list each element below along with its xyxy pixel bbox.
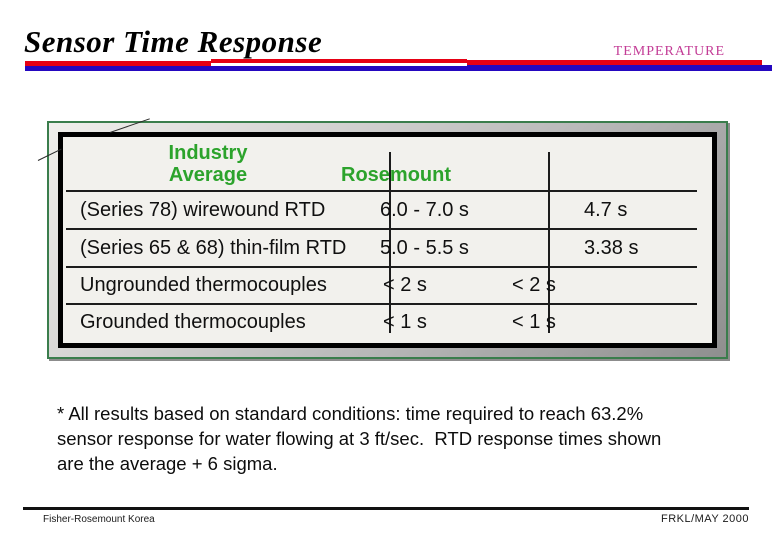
- row-label: Ungrounded thermocouples: [80, 274, 327, 296]
- footer-divider: [23, 507, 749, 510]
- table-grid-hline: [66, 190, 697, 192]
- row-label: (Series 78) wirewound RTD: [80, 199, 326, 221]
- accent-bar-red-left: [25, 61, 211, 66]
- rosemount-value: < 2 s: [512, 274, 556, 296]
- table-grid-vline: [389, 152, 391, 333]
- row-label: Grounded thermocouples: [80, 311, 306, 333]
- industry-average-value: < 1 s: [383, 311, 427, 333]
- footnote: * All results based on standard conditio…: [57, 401, 661, 476]
- row-label: (Series 65 & 68) thin-film RTD: [80, 237, 347, 259]
- rosemount-value: 3.38 s: [584, 237, 639, 259]
- footnote-line: * All results based on standard conditio…: [57, 403, 644, 424]
- column-header-industry-average-line2: Average: [168, 164, 248, 186]
- table-grid-hline: [66, 303, 697, 305]
- footer-left-text: Fisher-Rosemount Korea: [43, 514, 155, 525]
- accent-bar-red-middle: [211, 59, 467, 63]
- industry-average-value: < 2 s: [383, 274, 427, 296]
- table-frame: [47, 121, 728, 359]
- footnote-line: are the average + 6 sigma.: [57, 453, 278, 474]
- footnote-line: sensor response for water flowing at 3 f…: [57, 428, 662, 449]
- rosemount-value: 4.7 s: [584, 199, 628, 221]
- rosemount-value: < 1 s: [512, 311, 556, 333]
- accent-bar-red-right: [467, 60, 762, 65]
- table-grid-vline: [548, 152, 550, 333]
- footer-right-text: FRKL/MAY 2000: [660, 513, 749, 525]
- table-panel: [58, 132, 717, 348]
- accent-bar-blue-left: [25, 66, 467, 71]
- table-grid-hline: [66, 228, 697, 230]
- category-label: TEMPERATURE: [613, 44, 725, 59]
- accent-bar-blue-right: [467, 65, 772, 71]
- industry-average-value: 6.0 - 7.0 s: [380, 199, 469, 221]
- column-header-rosemount: Rosemount: [341, 164, 451, 186]
- column-header-industry-average-line1: Industry: [168, 142, 248, 164]
- industry-average-value: 5.0 - 5.5 s: [380, 237, 469, 259]
- page-title: Sensor Time Response: [24, 24, 323, 59]
- table-grid-hline: [66, 266, 697, 268]
